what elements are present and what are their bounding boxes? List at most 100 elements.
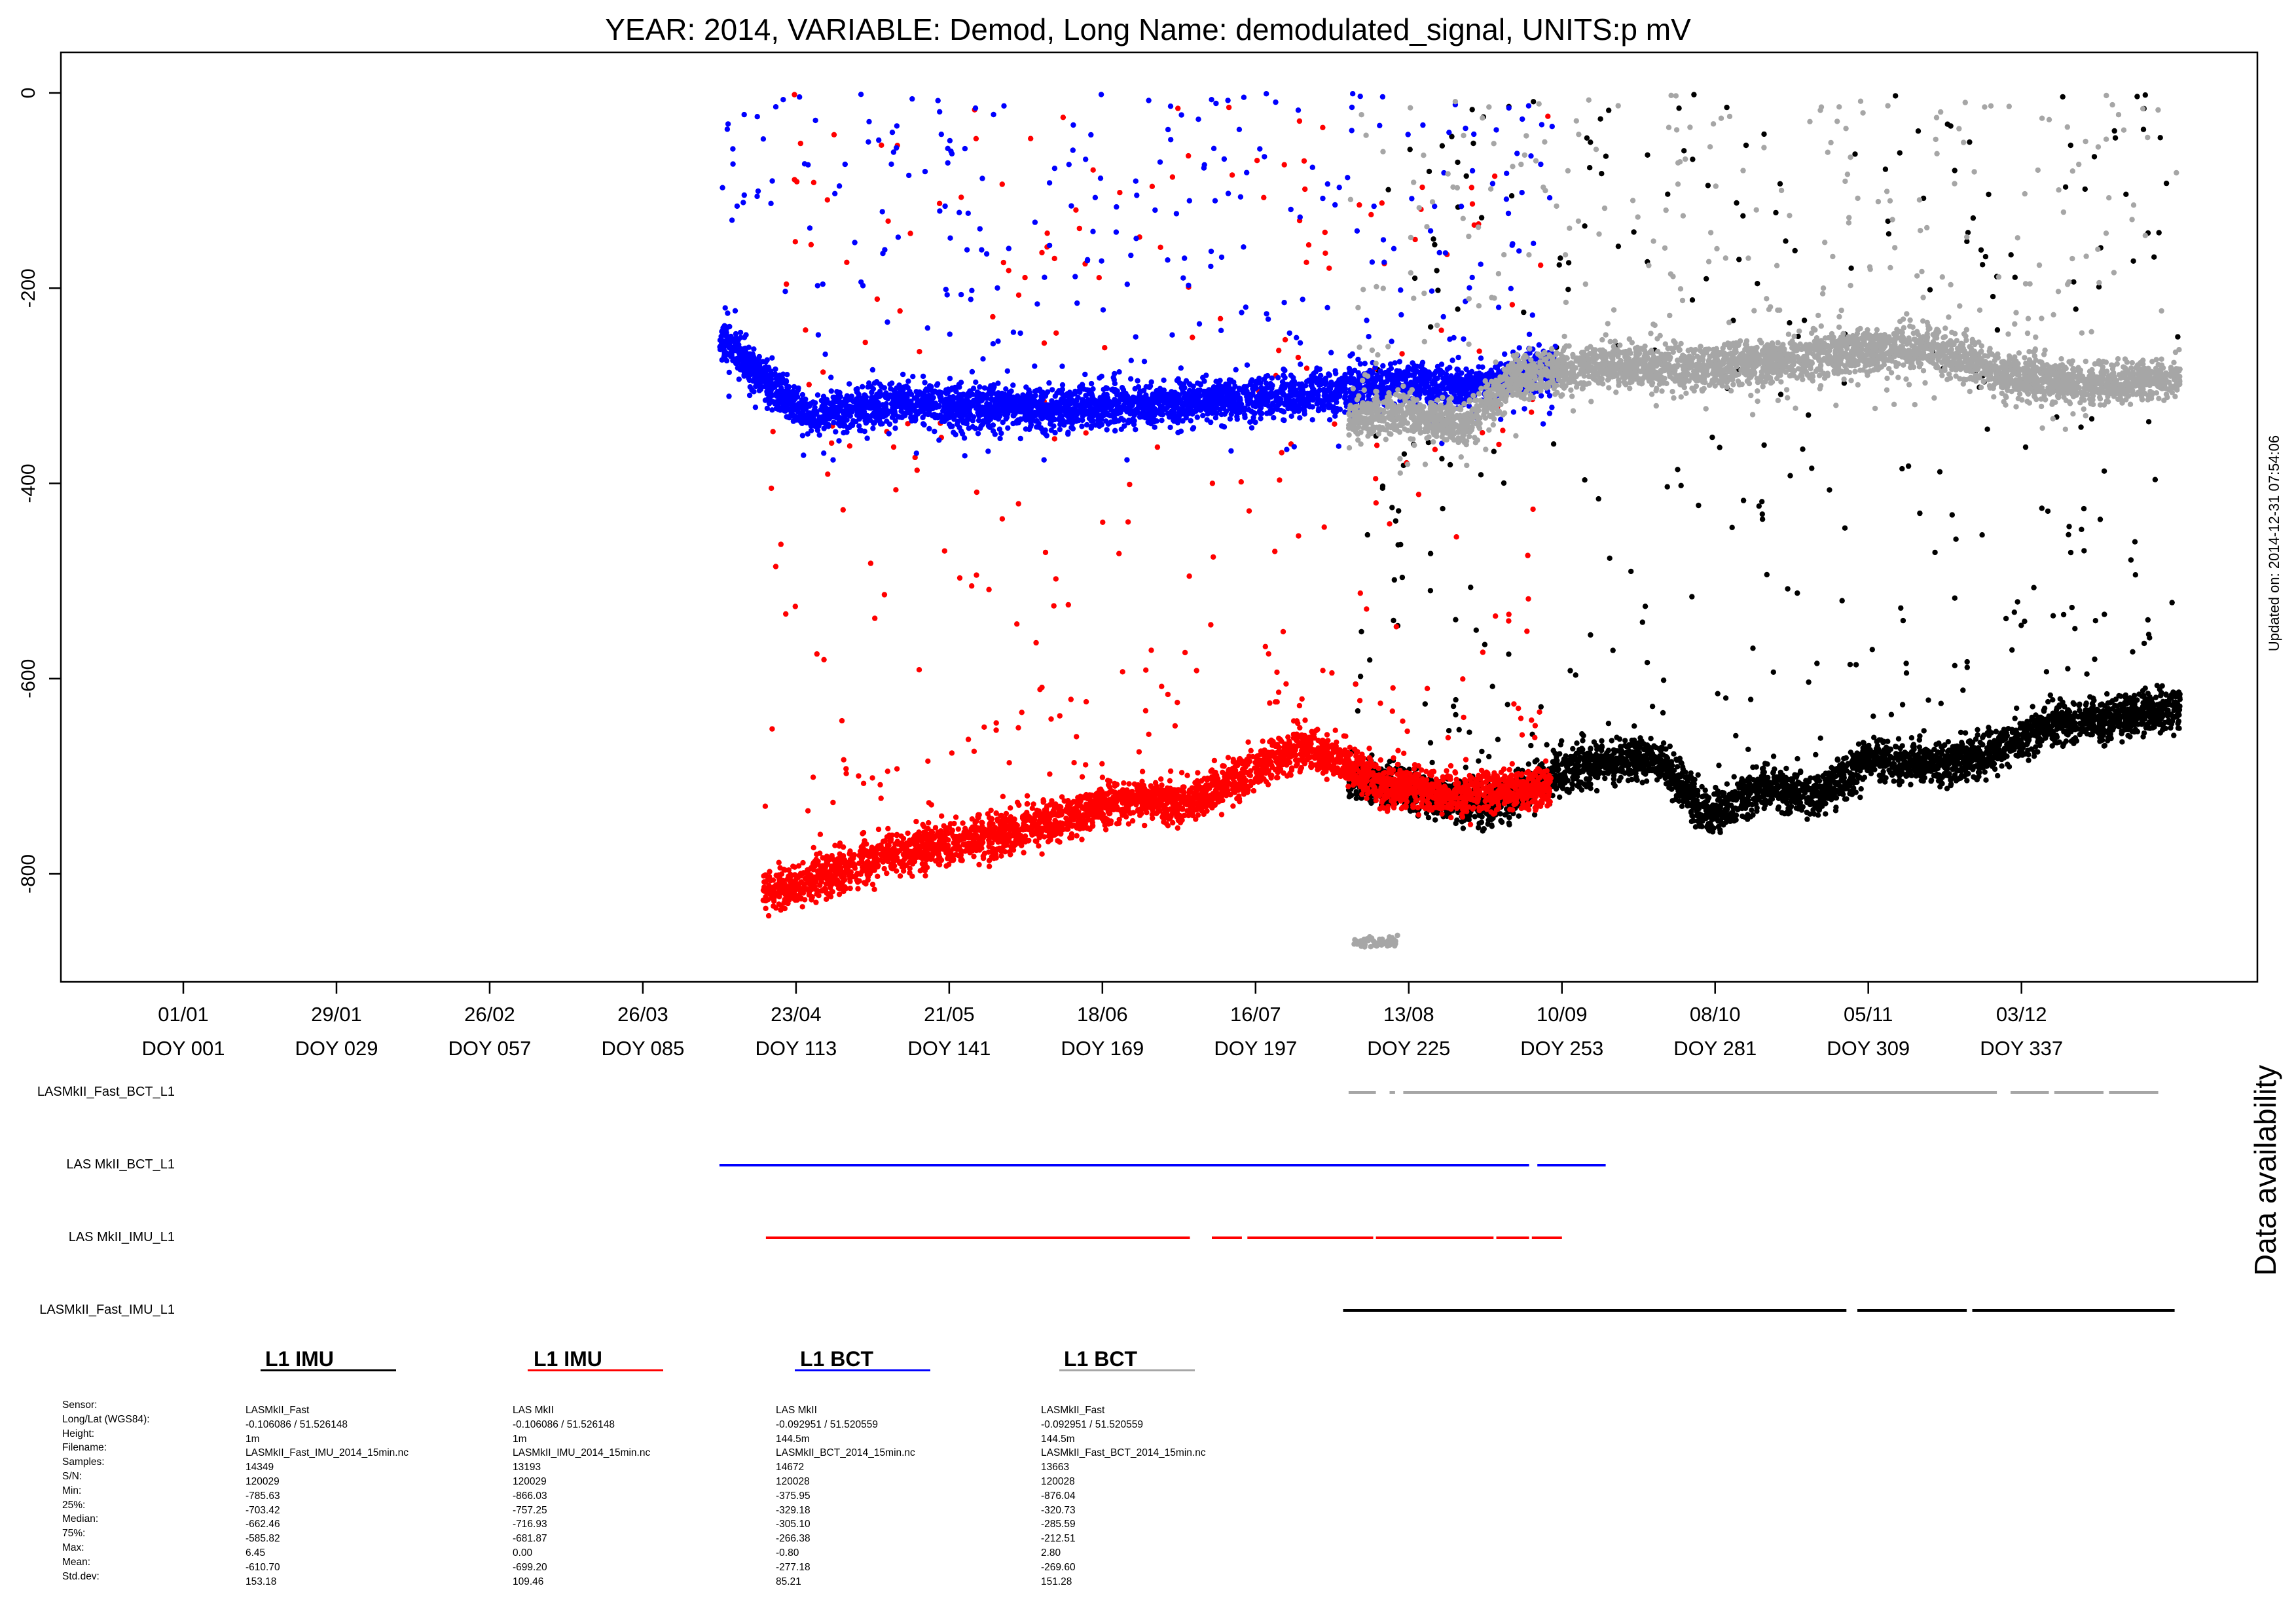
data-point — [2014, 705, 2020, 712]
data-point — [2111, 128, 2117, 134]
data-point — [1564, 786, 1570, 793]
data-point — [1927, 287, 1933, 293]
data-point — [2163, 691, 2169, 697]
data-point — [1353, 789, 1359, 795]
data-point — [862, 339, 868, 346]
data-point — [2026, 757, 2032, 763]
data-point — [1721, 790, 1727, 796]
data-point — [1624, 749, 1630, 755]
data-point — [2112, 702, 2118, 709]
data-point — [1380, 770, 1386, 776]
data-point — [1965, 739, 1972, 745]
data-point — [1731, 774, 1737, 780]
data-point — [1631, 744, 1638, 749]
data-point — [2176, 689, 2182, 695]
data-point — [1048, 716, 1054, 722]
data-point — [1731, 794, 1737, 800]
data-point — [1604, 770, 1611, 776]
data-point — [1563, 757, 1569, 763]
data-point — [1935, 749, 1941, 755]
data-point — [1750, 764, 1756, 770]
data-point — [1463, 765, 1468, 770]
data-point — [1681, 787, 1686, 793]
data-point — [1582, 223, 1588, 229]
data-point — [1003, 810, 1010, 817]
data-point — [2011, 747, 2017, 753]
data-point — [1498, 818, 1504, 824]
data-point — [1644, 759, 1650, 766]
data-point — [1792, 774, 1798, 780]
data-point — [1585, 759, 1592, 765]
data-point — [1773, 209, 1779, 216]
data-point — [1676, 105, 1682, 111]
data-point — [1674, 793, 1681, 799]
data-point — [1528, 742, 1534, 749]
data-point — [1125, 519, 1131, 525]
data-point — [1918, 778, 1924, 784]
data-point — [1747, 696, 1754, 702]
data-point — [1987, 739, 1993, 746]
data-point — [1740, 789, 1746, 795]
data-point — [2071, 740, 2077, 747]
x-tick-doy: DOY 085 — [601, 1037, 684, 1060]
data-point — [1979, 532, 1985, 538]
data-point — [1944, 766, 1951, 772]
data-point — [2009, 647, 2015, 653]
data-point — [965, 736, 972, 742]
data-point — [1186, 153, 1192, 159]
data-point — [2096, 721, 2103, 727]
data-point — [1878, 755, 1884, 761]
data-point — [1504, 702, 1510, 708]
data-point — [2056, 739, 2062, 745]
data-point — [1783, 774, 1789, 781]
data-point — [1787, 804, 1793, 810]
data-point — [1955, 767, 1961, 773]
data-point — [1944, 748, 1951, 755]
data-point — [1660, 677, 1667, 683]
data-point — [1567, 668, 1573, 674]
data-point — [2112, 708, 2119, 714]
data-point — [1733, 812, 1740, 818]
data-point — [1469, 201, 1476, 207]
data-point — [1117, 190, 1123, 196]
data-point — [1558, 742, 1563, 748]
data-point — [2092, 656, 2098, 662]
data-point — [2104, 691, 2110, 697]
data-point — [1974, 777, 1980, 783]
data-point — [1603, 153, 1609, 159]
data-point — [2083, 702, 2089, 708]
data-point — [2164, 713, 2171, 719]
data-point — [1764, 571, 1770, 578]
data-point — [1391, 617, 1396, 624]
data-point — [1015, 292, 1022, 298]
data-point — [2102, 611, 2107, 617]
data-point — [2072, 710, 2078, 716]
data-point — [1853, 789, 1859, 795]
data-point — [2142, 685, 2148, 691]
data-point — [2159, 710, 2165, 715]
data-point — [1607, 555, 1613, 561]
data-point — [1279, 450, 1285, 456]
data-point — [1096, 275, 1102, 281]
data-point — [843, 766, 849, 772]
data-point — [1760, 782, 1767, 788]
data-point — [1964, 659, 1970, 665]
data-point — [2157, 135, 2163, 141]
data-point — [1655, 771, 1662, 778]
x-tick-date: 21/05 — [924, 1003, 975, 1026]
data-point — [1618, 774, 1624, 781]
data-point — [1994, 327, 2001, 333]
data-point — [1864, 744, 1870, 750]
data-point — [2128, 557, 2134, 563]
data-point — [1705, 183, 1711, 189]
data-point — [1952, 756, 1958, 762]
data-point — [1848, 749, 1853, 755]
data-point — [2065, 666, 2071, 672]
data-point — [1762, 787, 1768, 793]
data-point — [1558, 255, 1563, 261]
data-point — [1427, 740, 1434, 746]
data-point — [1942, 753, 1949, 759]
data-point — [1885, 218, 1891, 225]
data-point — [1844, 763, 1850, 769]
